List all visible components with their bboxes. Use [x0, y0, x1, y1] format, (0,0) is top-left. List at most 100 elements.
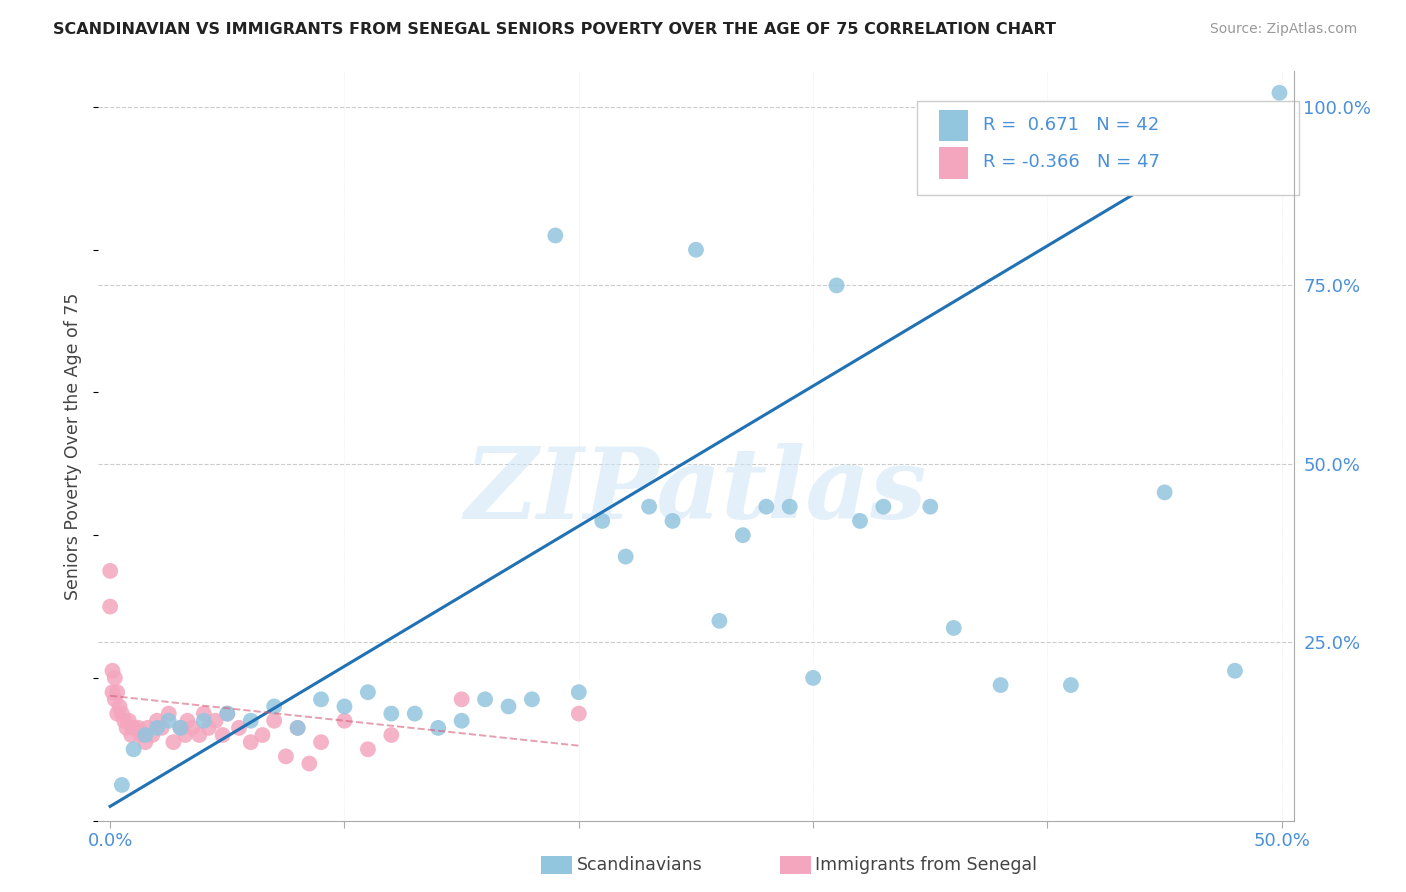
- Point: [162, 735, 184, 749]
- Point: [333, 699, 356, 714]
- Text: Scandinavians: Scandinavians: [576, 856, 702, 874]
- Point: [1223, 664, 1246, 678]
- Point: [779, 500, 801, 514]
- Text: Source: ZipAtlas.com: Source: ZipAtlas.com: [1209, 22, 1357, 37]
- Point: [380, 728, 402, 742]
- Point: [801, 671, 824, 685]
- Point: [115, 721, 138, 735]
- Point: [104, 692, 127, 706]
- Point: [197, 721, 219, 735]
- Point: [98, 564, 121, 578]
- Point: [228, 721, 250, 735]
- Point: [134, 735, 156, 749]
- Point: [309, 692, 332, 706]
- Point: [104, 671, 127, 685]
- Point: [498, 699, 520, 714]
- Point: [101, 664, 124, 678]
- Y-axis label: Seniors Poverty Over the Age of 75: Seniors Poverty Over the Age of 75: [65, 293, 83, 599]
- Point: [380, 706, 402, 721]
- Point: [252, 728, 274, 742]
- Point: [111, 778, 134, 792]
- Point: [108, 699, 131, 714]
- Text: SCANDINAVIAN VS IMMIGRANTS FROM SENEGAL SENIORS POVERTY OVER THE AGE OF 75 CORRE: SCANDINAVIAN VS IMMIGRANTS FROM SENEGAL …: [53, 22, 1056, 37]
- Point: [1268, 86, 1291, 100]
- Point: [685, 243, 707, 257]
- Point: [263, 714, 285, 728]
- Point: [136, 721, 159, 735]
- Point: [98, 599, 121, 614]
- Point: [450, 692, 472, 706]
- Text: ZIPatlas: ZIPatlas: [465, 442, 927, 539]
- FancyBboxPatch shape: [939, 110, 969, 141]
- Point: [101, 685, 124, 699]
- Point: [217, 706, 239, 721]
- Point: [544, 228, 567, 243]
- Point: [825, 278, 848, 293]
- Point: [427, 721, 450, 735]
- Point: [614, 549, 637, 564]
- Text: R =  0.671   N = 42: R = 0.671 N = 42: [983, 116, 1159, 134]
- Point: [920, 500, 942, 514]
- Point: [942, 621, 965, 635]
- Point: [204, 714, 226, 728]
- Point: [157, 714, 180, 728]
- Point: [174, 728, 197, 742]
- Point: [118, 714, 141, 728]
- Point: [731, 528, 754, 542]
- Text: Immigrants from Senegal: Immigrants from Senegal: [815, 856, 1038, 874]
- Point: [127, 721, 149, 735]
- Point: [122, 742, 145, 756]
- Point: [333, 714, 356, 728]
- Point: [217, 706, 239, 721]
- Point: [111, 706, 134, 721]
- Point: [990, 678, 1012, 692]
- Point: [520, 692, 543, 706]
- Point: [129, 728, 152, 742]
- Point: [169, 721, 191, 735]
- Point: [181, 721, 204, 735]
- Point: [474, 692, 496, 706]
- Point: [211, 728, 233, 742]
- Point: [755, 500, 778, 514]
- Point: [661, 514, 683, 528]
- Point: [872, 500, 894, 514]
- Point: [157, 706, 180, 721]
- Point: [357, 742, 380, 756]
- Point: [568, 706, 591, 721]
- Point: [146, 721, 169, 735]
- Point: [309, 735, 332, 749]
- Point: [450, 714, 472, 728]
- Point: [239, 735, 262, 749]
- Point: [638, 500, 661, 514]
- Point: [287, 721, 309, 735]
- Point: [1153, 485, 1175, 500]
- Point: [112, 714, 135, 728]
- Point: [134, 728, 156, 742]
- Point: [298, 756, 321, 771]
- Point: [239, 714, 262, 728]
- Point: [146, 714, 169, 728]
- Point: [105, 685, 128, 699]
- Point: [357, 685, 380, 699]
- Point: [188, 728, 211, 742]
- Point: [105, 706, 128, 721]
- Point: [287, 721, 309, 735]
- Point: [1060, 678, 1083, 692]
- Point: [849, 514, 872, 528]
- Point: [193, 706, 215, 721]
- Point: [274, 749, 297, 764]
- FancyBboxPatch shape: [917, 102, 1299, 195]
- Point: [193, 714, 215, 728]
- Point: [263, 699, 285, 714]
- Point: [709, 614, 731, 628]
- Point: [568, 685, 591, 699]
- Point: [176, 714, 198, 728]
- Point: [141, 728, 163, 742]
- Text: R = -0.366   N = 47: R = -0.366 N = 47: [983, 153, 1160, 171]
- Point: [122, 721, 145, 735]
- Point: [169, 721, 191, 735]
- Point: [120, 728, 142, 742]
- Point: [150, 721, 173, 735]
- Point: [404, 706, 426, 721]
- Point: [591, 514, 613, 528]
